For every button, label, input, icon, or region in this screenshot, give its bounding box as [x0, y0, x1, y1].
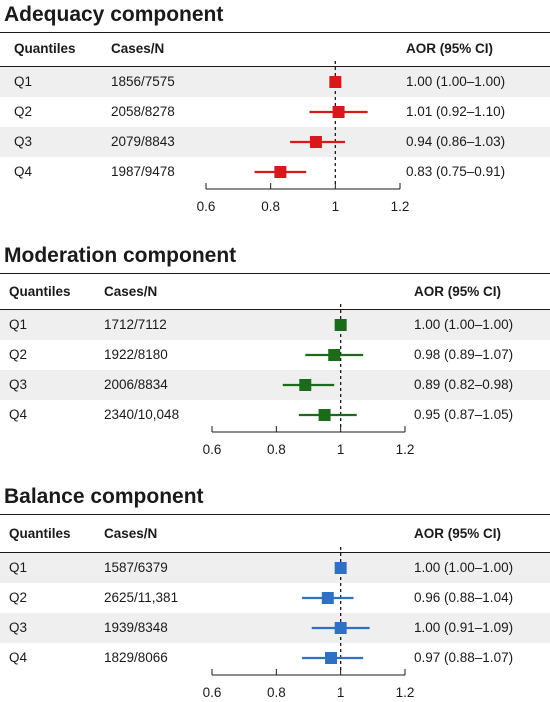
- x-tick-label: 0.8: [267, 685, 286, 700]
- column-header-quantiles: Quantiles: [9, 526, 71, 541]
- column-header-cases: Cases/N: [111, 41, 165, 56]
- aor-value: 1.00 (1.00–1.00): [414, 560, 514, 575]
- quantile-label: Q1: [14, 74, 33, 89]
- forest-plot: 0.6 0.8 1 1.2: [203, 304, 415, 457]
- quantile-label: Q4: [9, 407, 28, 422]
- column-header-aor: AOR (95% CI): [414, 526, 502, 541]
- aor-value: 0.97 (0.88–1.07): [414, 650, 514, 665]
- forest-panel-moderation: Moderation component Quantiles Cases/N A…: [0, 243, 550, 461]
- panel-title: Adequacy component: [4, 3, 224, 26]
- header-bottom-rule: [0, 309, 550, 310]
- point-estimate-marker: [299, 379, 312, 391]
- aor-value: 0.89 (0.82–0.98): [414, 377, 514, 392]
- x-tick-label: 1.2: [396, 442, 415, 457]
- column-header-cases: Cases/N: [104, 526, 158, 541]
- panel-title: Moderation component: [4, 244, 237, 267]
- cases-value: 1987/9478: [111, 164, 175, 179]
- quantile-label: Q3: [9, 620, 28, 635]
- aor-value: 0.83 (0.75–0.91): [406, 164, 506, 179]
- cases-value: 1939/8348: [104, 620, 168, 635]
- table-row: Q1 1587/6379 1.00 (1.00–1.00): [0, 553, 550, 583]
- cases-value: 1856/7575: [111, 74, 175, 89]
- quantile-label: Q3: [14, 134, 33, 149]
- forest-plot: 0.6 0.8 1 1.2: [197, 61, 410, 214]
- column-header-cases: Cases/N: [104, 284, 158, 299]
- cases-value: 1922/8180: [104, 347, 168, 362]
- cases-value: 2058/8278: [111, 104, 175, 119]
- column-header-quantiles: Quantiles: [14, 41, 76, 56]
- table-row: Q2 2058/8278 1.01 (0.92–1.10): [0, 97, 550, 127]
- point-estimate-marker: [334, 562, 347, 574]
- cases-value: 2340/10,048: [104, 407, 180, 422]
- quantile-label: Q2: [14, 104, 33, 119]
- forest-panel-adequacy: Adequacy component Quantiles Cases/N AOR…: [0, 2, 550, 220]
- point-estimate-marker: [334, 319, 347, 331]
- point-estimate-marker: [334, 622, 347, 634]
- x-tick-label: 1.2: [391, 199, 410, 214]
- x-tick-label: 0.6: [197, 199, 216, 214]
- point-estimate-marker: [332, 106, 345, 118]
- x-tick-label: 1.2: [396, 685, 415, 700]
- column-header-quantiles: Quantiles: [9, 284, 71, 299]
- x-tick-label: 1: [337, 685, 345, 700]
- cases-value: 2006/8834: [104, 377, 168, 392]
- table-row: Q4 1829/8066 0.97 (0.88–1.07): [0, 643, 550, 673]
- cases-value: 2625/11,381: [104, 590, 179, 605]
- quantile-label: Q1: [9, 560, 28, 575]
- quantile-label: Q2: [9, 347, 28, 362]
- point-estimate-marker: [318, 409, 331, 421]
- x-tick-label: 1: [332, 199, 340, 214]
- aor-value: 0.95 (0.87–1.05): [414, 407, 514, 422]
- forest-plot: 0.6 0.8 1 1.2: [203, 547, 415, 700]
- aor-value: 1.00 (1.00–1.00): [414, 317, 514, 332]
- cases-value: 1829/8066: [104, 650, 168, 665]
- table-row: Q1 1856/7575 1.00 (1.00–1.00): [0, 67, 550, 97]
- point-estimate-marker: [328, 349, 341, 361]
- aor-value: 1.00 (1.00–1.00): [406, 74, 506, 89]
- point-estimate-marker: [329, 76, 342, 88]
- aor-value: 0.98 (0.89–1.07): [414, 347, 514, 362]
- table-row: Q1 1712/7112 1.00 (1.00–1.00): [0, 310, 550, 340]
- table-row: Q2 1922/8180 0.98 (0.89–1.07): [0, 340, 550, 370]
- forest-panel-balance: Balance component Quantiles Cases/N AOR …: [0, 484, 550, 702]
- aor-value: 0.96 (0.88–1.04): [414, 590, 514, 605]
- table-row: Q4 2340/10,048 0.95 (0.87–1.05): [0, 400, 550, 430]
- aor-value: 1.00 (0.91–1.09): [414, 620, 514, 635]
- x-tick-label: 0.6: [203, 442, 222, 457]
- point-estimate-marker: [321, 592, 334, 604]
- point-estimate-marker: [274, 166, 287, 178]
- x-tick-label: 1: [337, 442, 345, 457]
- quantile-label: Q3: [9, 377, 28, 392]
- table-row: Q3 1939/8348 1.00 (0.91–1.09): [0, 613, 550, 643]
- table-row: Q3 2079/8843 0.94 (0.86–1.03): [0, 127, 550, 157]
- quantile-label: Q4: [14, 164, 33, 179]
- table-row: Q4 1987/9478 0.83 (0.75–0.91): [0, 157, 550, 187]
- column-header-aor: AOR (95% CI): [406, 41, 494, 56]
- header-top-rule: [0, 32, 550, 33]
- x-tick-label: 0.8: [261, 199, 280, 214]
- quantile-label: Q4: [9, 650, 28, 665]
- table-row: Q2 2625/11,381 0.96 (0.88–1.04): [0, 583, 550, 613]
- cases-value: 2079/8843: [111, 134, 175, 149]
- quantile-label: Q2: [9, 590, 28, 605]
- aor-value: 0.94 (0.86–1.03): [406, 134, 506, 149]
- header-bottom-rule: [0, 66, 550, 67]
- point-estimate-marker: [325, 652, 338, 664]
- cases-value: 1587/6379: [104, 560, 168, 575]
- x-tick-label: 0.6: [203, 685, 222, 700]
- point-estimate-marker: [309, 136, 322, 148]
- header-top-rule: [0, 273, 550, 274]
- cases-value: 1712/7112: [104, 317, 167, 332]
- x-tick-label: 0.8: [267, 442, 286, 457]
- aor-value: 1.01 (0.92–1.10): [406, 104, 506, 119]
- header-top-rule: [0, 514, 550, 515]
- quantile-label: Q1: [9, 317, 28, 332]
- table-row: Q3 2006/8834 0.89 (0.82–0.98): [0, 370, 550, 400]
- header-bottom-rule: [0, 552, 550, 553]
- column-header-aor: AOR (95% CI): [414, 284, 502, 299]
- panel-title: Balance component: [4, 485, 204, 508]
